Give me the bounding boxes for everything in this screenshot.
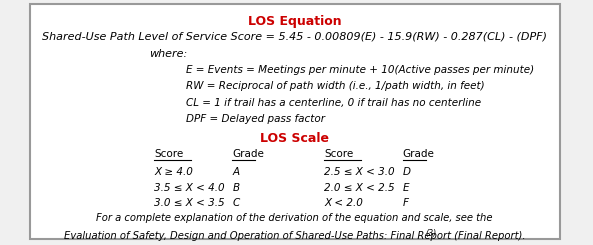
Text: RW = Reciprocal of path width (i.e., 1/path width, in feet): RW = Reciprocal of path width (i.e., 1/p… (186, 81, 485, 91)
Text: X < 2.0: X < 2.0 (324, 198, 364, 208)
Text: B: B (232, 183, 240, 193)
Text: E = Events = Meetings per minute + 10(Active passes per minute): E = Events = Meetings per minute + 10(Ac… (186, 65, 534, 75)
Text: A: A (232, 167, 240, 177)
FancyBboxPatch shape (30, 4, 560, 239)
Text: DPF = Delayed pass factor: DPF = Delayed pass factor (186, 114, 326, 124)
Text: 2.0 ≤ X < 2.5: 2.0 ≤ X < 2.5 (324, 183, 395, 193)
Text: C: C (232, 198, 240, 208)
Text: D: D (403, 167, 411, 177)
Text: CL = 1 if trail has a centerline, 0 if trail has no centerline: CL = 1 if trail has a centerline, 0 if t… (186, 98, 482, 108)
Text: 3.5 ≤ X < 4.0: 3.5 ≤ X < 4.0 (154, 183, 225, 193)
Text: (3): (3) (426, 229, 437, 237)
Text: Score: Score (154, 149, 183, 159)
Text: Score: Score (324, 149, 353, 159)
Text: Grade: Grade (232, 149, 264, 159)
Text: LOS Scale: LOS Scale (260, 132, 329, 145)
Text: E: E (403, 183, 409, 193)
Text: Shared-Use Path Level of Service Score = 5.45 - 0.00809(E) - 15.9(RW) - 0.287(CL: Shared-Use Path Level of Service Score =… (42, 31, 547, 41)
Text: Grade: Grade (403, 149, 435, 159)
Text: where:: where: (149, 49, 187, 60)
Text: Evaluation of Safety, Design and Operation of Shared-Use Paths: Final Report (Fi: Evaluation of Safety, Design and Operati… (64, 231, 525, 241)
Text: For a complete explanation of the derivation of the equation and scale, see the: For a complete explanation of the deriva… (97, 213, 493, 223)
Text: X ≥ 4.0: X ≥ 4.0 (154, 167, 193, 177)
Text: F: F (403, 198, 409, 208)
Text: LOS Equation: LOS Equation (248, 15, 342, 28)
Text: 3.0 ≤ X < 3.5: 3.0 ≤ X < 3.5 (154, 198, 225, 208)
Text: 2.5 ≤ X < 3.0: 2.5 ≤ X < 3.0 (324, 167, 395, 177)
